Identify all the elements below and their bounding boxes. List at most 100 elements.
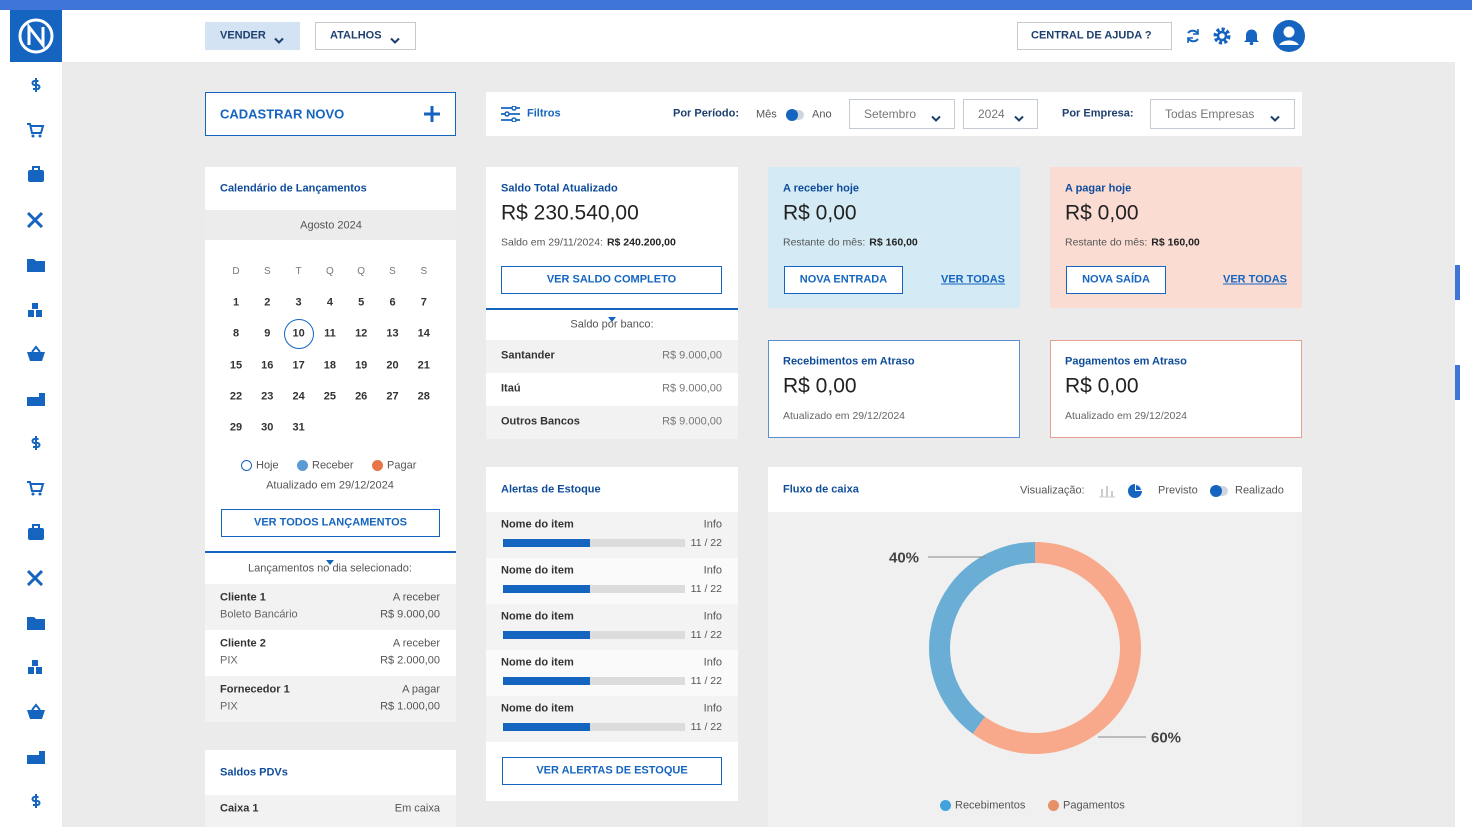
- new-button[interactable]: [205, 92, 456, 136]
- calendar-day[interactable]: 12: [355, 327, 368, 340]
- sidebar-icon[interactable]: [24, 568, 48, 587]
- sidebar-icon[interactable]: [24, 255, 48, 273]
- sidebar-icon[interactable]: [24, 76, 48, 94]
- sidebar-icon[interactable]: [24, 702, 48, 720]
- progress-fill: [503, 585, 590, 593]
- plus-icon[interactable]: [424, 106, 440, 122]
- notifications-icon[interactable]: [1243, 27, 1260, 46]
- calendar-day[interactable]: 18: [323, 359, 337, 372]
- chevron-svg: [390, 37, 400, 44]
- bank-row: [486, 340, 738, 373]
- sidebar-icon[interactable]: [24, 165, 48, 183]
- calendar-day[interactable]: 7: [420, 296, 427, 309]
- calendar-day[interactable]: 14: [417, 327, 430, 340]
- select-value[interactable]: Setembro: [864, 107, 917, 121]
- year-select[interactable]: [963, 99, 1038, 129]
- calendar-day[interactable]: 1: [232, 296, 240, 309]
- calendar-day[interactable]: 20: [386, 359, 399, 372]
- calendar-day[interactable]: 6: [389, 296, 396, 309]
- sidebar-icon[interactable]: [24, 389, 48, 407]
- filter-icon[interactable]: [501, 105, 520, 123]
- sidebar-icon[interactable]: [24, 434, 48, 452]
- sidebar-icon[interactable]: [24, 300, 48, 318]
- sidebar-icon[interactable]: [24, 121, 48, 139]
- calendar-day[interactable]: 29: [229, 421, 243, 434]
- calendar-day[interactable]: 16: [261, 359, 274, 372]
- calendar-day[interactable]: 25: [323, 390, 337, 403]
- avatar[interactable]: [1273, 20, 1305, 52]
- bar-view-icon[interactable]: [1098, 483, 1116, 498]
- nav-button[interactable]: [315, 22, 416, 50]
- sidebar-icon-svg: [31, 436, 41, 450]
- pie-view-icon[interactable]: [1127, 483, 1143, 499]
- logo[interactable]: [10, 10, 62, 62]
- chevron-svg: [931, 115, 941, 122]
- calendar-day[interactable]: 8: [232, 327, 240, 340]
- select-value[interactable]: 2024: [978, 107, 1005, 121]
- settings-icon[interactable]: [1213, 27, 1231, 45]
- sidebar-icon[interactable]: [24, 657, 48, 675]
- calendar-day[interactable]: 21: [417, 359, 430, 372]
- month-select[interactable]: [849, 99, 955, 129]
- nav-button[interactable]: [205, 22, 300, 50]
- new-label[interactable]: CADASTRAR NOVO: [220, 106, 345, 122]
- calendar-day[interactable]: 5: [358, 296, 365, 309]
- payable-button-label[interactable]: NOVA SAÍDA: [1082, 273, 1150, 286]
- sidebar-icon[interactable]: [24, 613, 48, 631]
- payable-button[interactable]: [1066, 266, 1166, 294]
- entry-name: Fornecedor 1: [220, 683, 290, 696]
- entry-amount: R$ 1.000,00: [380, 700, 440, 713]
- card-title: Saldo Total Atualizado: [501, 182, 618, 195]
- sidebar-icon-svg: [26, 569, 44, 587]
- stock-button-label[interactable]: VER ALERTAS DE ESTOQUE: [536, 764, 688, 777]
- entry-type: A receber: [392, 637, 440, 650]
- progress-fill: [503, 677, 590, 685]
- nav-label[interactable]: ATALHOS: [330, 29, 382, 42]
- calendar-day[interactable]: 17: [292, 359, 305, 372]
- calendar-day[interactable]: 23: [261, 390, 274, 403]
- balance-button-label[interactable]: VER SALDO COMPLETO: [546, 273, 677, 286]
- calendar-day[interactable]: 4: [326, 296, 333, 309]
- company-select[interactable]: [1150, 99, 1295, 129]
- calendar-day[interactable]: 26: [355, 390, 368, 403]
- view-all-link[interactable]: VER TODAS: [941, 273, 1005, 286]
- calendar-day[interactable]: 3: [295, 296, 302, 309]
- calendar-day[interactable]: 30: [261, 421, 274, 434]
- sidebar-icon[interactable]: [24, 344, 48, 362]
- nav-label[interactable]: VENDER: [220, 29, 266, 42]
- help-button[interactable]: [1017, 22, 1172, 50]
- calendar-day[interactable]: 28: [417, 390, 430, 403]
- view-all-link[interactable]: VER TODAS: [1223, 273, 1287, 286]
- calendar-day[interactable]: 27: [386, 390, 399, 403]
- select-value[interactable]: Todas Empresas: [1165, 107, 1255, 121]
- receivable-button-label[interactable]: NOVA ENTRADA: [799, 273, 888, 286]
- sidebar-icon[interactable]: [24, 747, 48, 765]
- stock-button[interactable]: [502, 757, 722, 785]
- refresh-icon[interactable]: [1185, 28, 1201, 44]
- calendar-day[interactable]: 15: [229, 359, 243, 372]
- calendar-day[interactable]: 9: [264, 327, 271, 340]
- calendar-day[interactable]: 31: [292, 421, 305, 434]
- calendar-day[interactable]: 13: [386, 327, 399, 340]
- sidebar-icon[interactable]: [24, 479, 48, 497]
- balance-button[interactable]: [501, 266, 722, 294]
- calendar-day[interactable]: 19: [355, 359, 368, 372]
- sidebar-icon[interactable]: [24, 210, 48, 229]
- filter-label[interactable]: Filtros: [527, 107, 561, 120]
- legend-label: Recebimentos: [955, 799, 1026, 812]
- plus-icon-svg: [424, 106, 440, 122]
- calendar-day[interactable]: 22: [229, 390, 243, 403]
- entries-button-label[interactable]: VER TODOS LANÇAMENTOS: [254, 516, 407, 529]
- receivable-button[interactable]: [784, 266, 903, 294]
- entries-button[interactable]: [221, 509, 440, 537]
- calendar-day[interactable]: 2: [264, 296, 271, 309]
- calendar-day[interactable]: 10: [292, 327, 305, 340]
- help-label[interactable]: CENTRAL DE AJUDA ?: [1031, 29, 1152, 42]
- pdv-row: [205, 795, 456, 827]
- item-name: Nome do item: [501, 610, 574, 623]
- sidebar-icon[interactable]: [24, 523, 48, 541]
- calendar-day[interactable]: 11: [324, 327, 336, 340]
- calendar-day[interactable]: 24: [292, 390, 305, 403]
- stock-row: [486, 650, 738, 696]
- sidebar-icon[interactable]: [24, 792, 48, 810]
